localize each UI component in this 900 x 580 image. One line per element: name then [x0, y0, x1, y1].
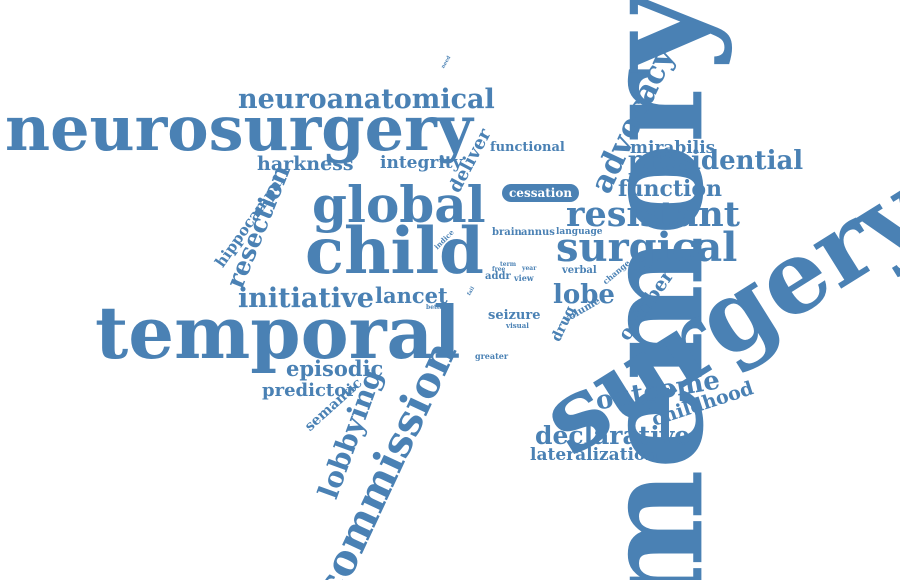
word-language: language [556, 227, 603, 237]
word-integrity: integrity [380, 153, 463, 173]
word-better: better [426, 304, 447, 311]
word-mirabilis: mirabilis [630, 138, 716, 158]
word-addr: addr [485, 271, 511, 282]
word-lancet: lancet [375, 283, 448, 308]
word-declarative: declarative [535, 421, 691, 450]
word-predictor: predictor [262, 380, 356, 401]
word-presidential: presidential [628, 146, 804, 176]
word-annus: annus [521, 227, 555, 238]
word-child: child [305, 214, 484, 289]
word-brain: brain [492, 227, 522, 238]
word-free: free [492, 266, 506, 273]
word-lobe: lobe [553, 280, 615, 310]
word-visual: visual [506, 321, 529, 330]
word-greater: greater [475, 351, 509, 361]
word-neuroanatomical: neuroanatomical [238, 84, 495, 115]
word-term: term [500, 261, 517, 268]
word-initiative: initiative [238, 283, 374, 314]
word-episodic: episodic [286, 356, 384, 381]
word-function: function [618, 176, 723, 202]
word-temporal: temporal [95, 290, 461, 375]
word-fail: fail [466, 285, 477, 297]
word-view: view [514, 273, 534, 283]
word-functional: functional [490, 140, 565, 155]
word-resistant: resistant [566, 194, 740, 235]
word-seizure: seizure [488, 308, 541, 323]
word-harkness: harkness [257, 153, 354, 175]
word-surgical: surgical [556, 224, 738, 271]
word-verbal: verbal [562, 265, 597, 276]
word-lateralization: lateralization [530, 445, 658, 465]
word-neurosurgery: neurosurgery [5, 92, 473, 165]
word-need: need [440, 54, 453, 70]
word-cessation: cessation [502, 184, 580, 202]
word-year: year [522, 265, 537, 272]
word-global: global [312, 175, 486, 234]
